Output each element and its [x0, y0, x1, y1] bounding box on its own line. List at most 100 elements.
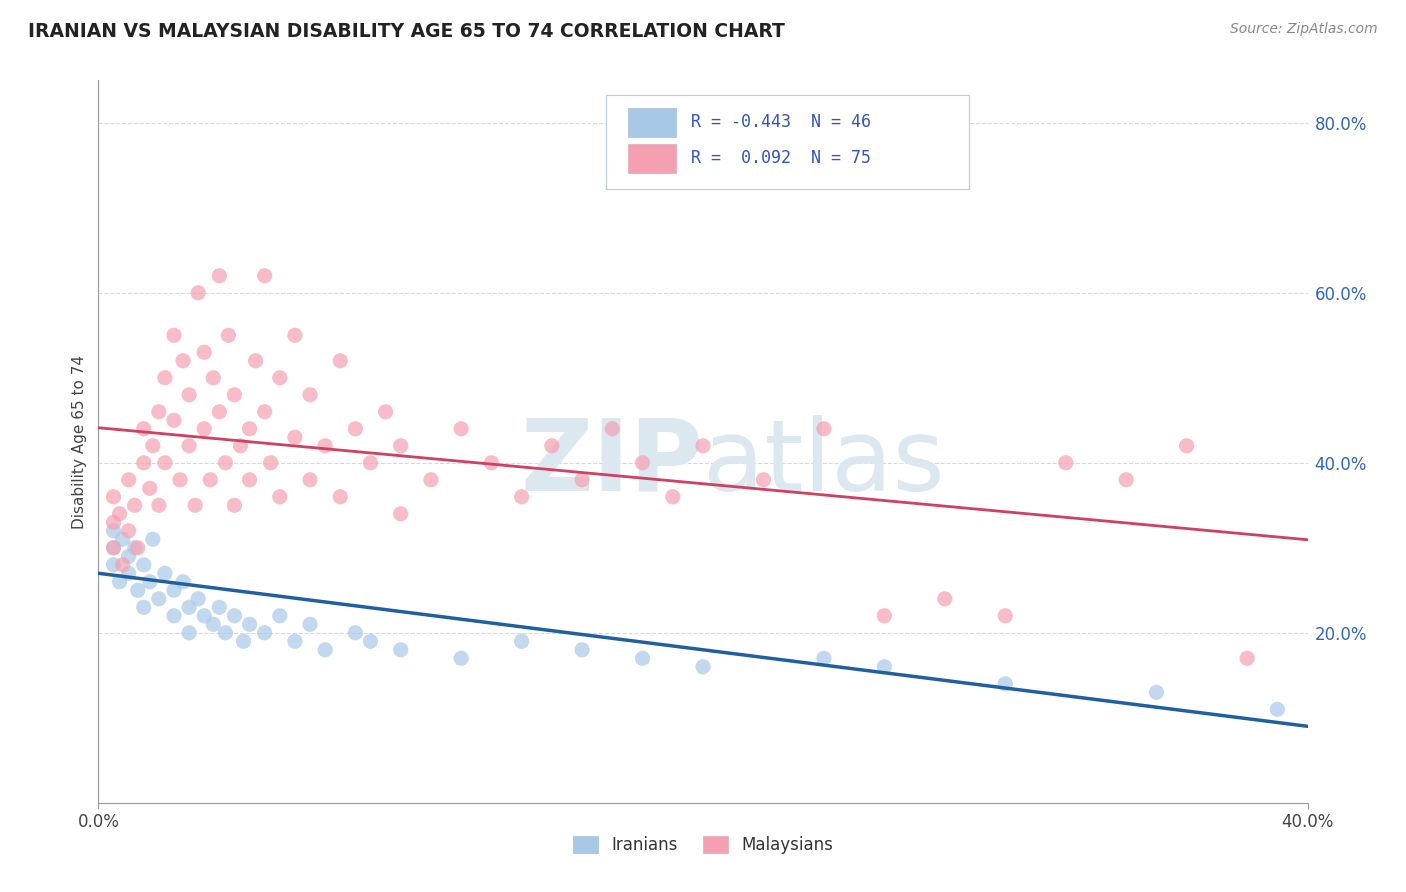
- Point: [118, 566, 141, 581]
- Legend: Iranians, Malaysians: Iranians, Malaysians: [567, 829, 839, 861]
- Point: [631, 651, 654, 665]
- Point: [314, 439, 336, 453]
- Point: [239, 617, 262, 632]
- Point: [253, 268, 276, 283]
- Point: [179, 600, 201, 615]
- Point: [193, 608, 215, 623]
- Point: [284, 634, 307, 648]
- Point: [602, 422, 624, 436]
- Point: [179, 625, 201, 640]
- Point: [1144, 685, 1167, 699]
- Point: [132, 600, 155, 615]
- Point: [118, 473, 141, 487]
- Point: [148, 498, 170, 512]
- Point: [148, 405, 170, 419]
- Point: [253, 625, 276, 640]
- Point: [540, 439, 562, 453]
- Point: [260, 456, 283, 470]
- Point: [153, 566, 176, 581]
- Point: [202, 617, 225, 632]
- Point: [360, 456, 382, 470]
- Y-axis label: Disability Age 65 to 74: Disability Age 65 to 74: [72, 354, 87, 529]
- Point: [217, 328, 239, 343]
- Point: [214, 625, 236, 640]
- Point: [208, 405, 231, 419]
- Point: [103, 524, 125, 538]
- Point: [103, 541, 125, 555]
- Point: [934, 591, 956, 606]
- Point: [420, 473, 443, 487]
- Point: [450, 422, 472, 436]
- Point: [284, 328, 307, 343]
- Point: [450, 651, 472, 665]
- Point: [1267, 702, 1289, 716]
- Point: [752, 473, 775, 487]
- Point: [269, 371, 291, 385]
- Point: [127, 541, 149, 555]
- Point: [253, 405, 276, 419]
- Point: [239, 473, 262, 487]
- Point: [108, 507, 131, 521]
- Point: [184, 498, 207, 512]
- Bar: [628, 144, 676, 173]
- Point: [389, 507, 412, 521]
- Point: [187, 285, 209, 300]
- Point: [299, 388, 322, 402]
- Point: [172, 353, 194, 368]
- Point: [202, 371, 225, 385]
- Point: [139, 481, 162, 495]
- Point: [329, 353, 352, 368]
- Point: [179, 388, 201, 402]
- Point: [510, 634, 533, 648]
- Point: [163, 328, 186, 343]
- Point: [172, 574, 194, 589]
- Point: [118, 524, 141, 538]
- Point: [103, 516, 125, 530]
- Point: [103, 490, 125, 504]
- Point: [193, 345, 215, 359]
- Point: [187, 591, 209, 606]
- Point: [1175, 439, 1198, 453]
- Point: [224, 608, 246, 623]
- Point: [873, 608, 896, 623]
- Text: atlas: atlas: [703, 415, 945, 512]
- Point: [1236, 651, 1258, 665]
- Point: [232, 634, 254, 648]
- Point: [132, 422, 155, 436]
- Point: [103, 541, 125, 555]
- Point: [229, 439, 252, 453]
- Point: [153, 456, 176, 470]
- Point: [142, 533, 165, 547]
- Point: [299, 617, 322, 632]
- Point: [571, 473, 593, 487]
- Point: [389, 439, 412, 453]
- Point: [208, 600, 231, 615]
- Text: IRANIAN VS MALAYSIAN DISABILITY AGE 65 TO 74 CORRELATION CHART: IRANIAN VS MALAYSIAN DISABILITY AGE 65 T…: [28, 22, 785, 41]
- Point: [124, 541, 146, 555]
- Point: [118, 549, 141, 564]
- Text: R =  0.092  N = 75: R = 0.092 N = 75: [690, 149, 870, 168]
- Point: [692, 439, 714, 453]
- Point: [142, 439, 165, 453]
- Point: [169, 473, 191, 487]
- Point: [284, 430, 307, 444]
- Bar: [628, 108, 676, 136]
- Point: [179, 439, 201, 453]
- Point: [124, 498, 146, 512]
- Point: [389, 642, 412, 657]
- Point: [132, 558, 155, 572]
- Point: [374, 405, 396, 419]
- Point: [163, 583, 186, 598]
- Point: [245, 353, 267, 368]
- Point: [224, 498, 246, 512]
- Point: [813, 422, 835, 436]
- Point: [661, 490, 683, 504]
- Point: [299, 473, 322, 487]
- Point: [481, 456, 503, 470]
- Point: [148, 591, 170, 606]
- Point: [127, 583, 149, 598]
- Point: [631, 456, 654, 470]
- Point: [214, 456, 236, 470]
- Point: [103, 558, 125, 572]
- Text: R = -0.443  N = 46: R = -0.443 N = 46: [690, 113, 870, 131]
